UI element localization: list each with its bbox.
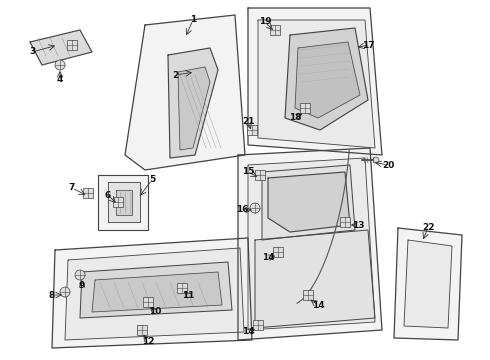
Polygon shape	[98, 175, 148, 230]
Polygon shape	[273, 247, 283, 257]
Polygon shape	[404, 240, 452, 328]
Polygon shape	[65, 248, 244, 340]
Polygon shape	[255, 170, 265, 180]
Polygon shape	[253, 320, 263, 330]
Text: 6: 6	[105, 190, 111, 199]
Text: 1: 1	[190, 15, 196, 24]
Polygon shape	[178, 67, 210, 150]
Polygon shape	[116, 190, 132, 215]
Polygon shape	[285, 28, 368, 130]
Text: 14: 14	[242, 328, 254, 337]
Polygon shape	[83, 188, 93, 198]
Polygon shape	[143, 297, 153, 307]
Text: 4: 4	[57, 76, 63, 85]
Circle shape	[250, 203, 260, 213]
Polygon shape	[168, 48, 218, 158]
Polygon shape	[340, 217, 350, 227]
Text: 2: 2	[172, 71, 178, 80]
Text: 15: 15	[242, 167, 254, 176]
Text: 18: 18	[289, 113, 301, 122]
Polygon shape	[248, 8, 382, 155]
Circle shape	[373, 157, 379, 163]
Polygon shape	[125, 15, 245, 170]
Polygon shape	[92, 272, 222, 312]
Text: 14: 14	[312, 301, 324, 310]
Polygon shape	[238, 148, 382, 340]
Polygon shape	[262, 165, 355, 240]
Text: 17: 17	[362, 40, 374, 49]
Polygon shape	[80, 262, 232, 318]
Polygon shape	[248, 158, 375, 330]
Circle shape	[60, 287, 70, 297]
Polygon shape	[137, 325, 147, 335]
Polygon shape	[67, 40, 77, 50]
Polygon shape	[255, 230, 375, 328]
Text: 11: 11	[182, 291, 194, 300]
Text: 10: 10	[149, 307, 161, 316]
Polygon shape	[30, 30, 92, 65]
Circle shape	[55, 60, 65, 70]
Polygon shape	[108, 182, 140, 222]
Polygon shape	[394, 228, 462, 340]
Text: 5: 5	[149, 175, 155, 184]
Text: 20: 20	[382, 161, 394, 170]
Text: 16: 16	[236, 206, 248, 215]
Text: 14: 14	[262, 253, 274, 262]
Polygon shape	[177, 283, 187, 293]
Text: 12: 12	[142, 338, 154, 346]
Circle shape	[75, 270, 85, 280]
Polygon shape	[258, 20, 375, 148]
Text: 8: 8	[49, 291, 55, 300]
Text: 3: 3	[29, 48, 35, 57]
Text: 22: 22	[422, 224, 434, 233]
Text: 7: 7	[69, 184, 75, 193]
Polygon shape	[52, 238, 252, 348]
Polygon shape	[113, 197, 123, 207]
Polygon shape	[270, 25, 280, 35]
Text: 21: 21	[242, 117, 254, 126]
Polygon shape	[268, 172, 350, 232]
Text: 9: 9	[79, 280, 85, 289]
Polygon shape	[295, 42, 360, 118]
Text: 19: 19	[259, 18, 271, 27]
Text: 13: 13	[352, 220, 364, 230]
Polygon shape	[300, 103, 310, 113]
Polygon shape	[247, 125, 257, 135]
Polygon shape	[303, 290, 313, 300]
